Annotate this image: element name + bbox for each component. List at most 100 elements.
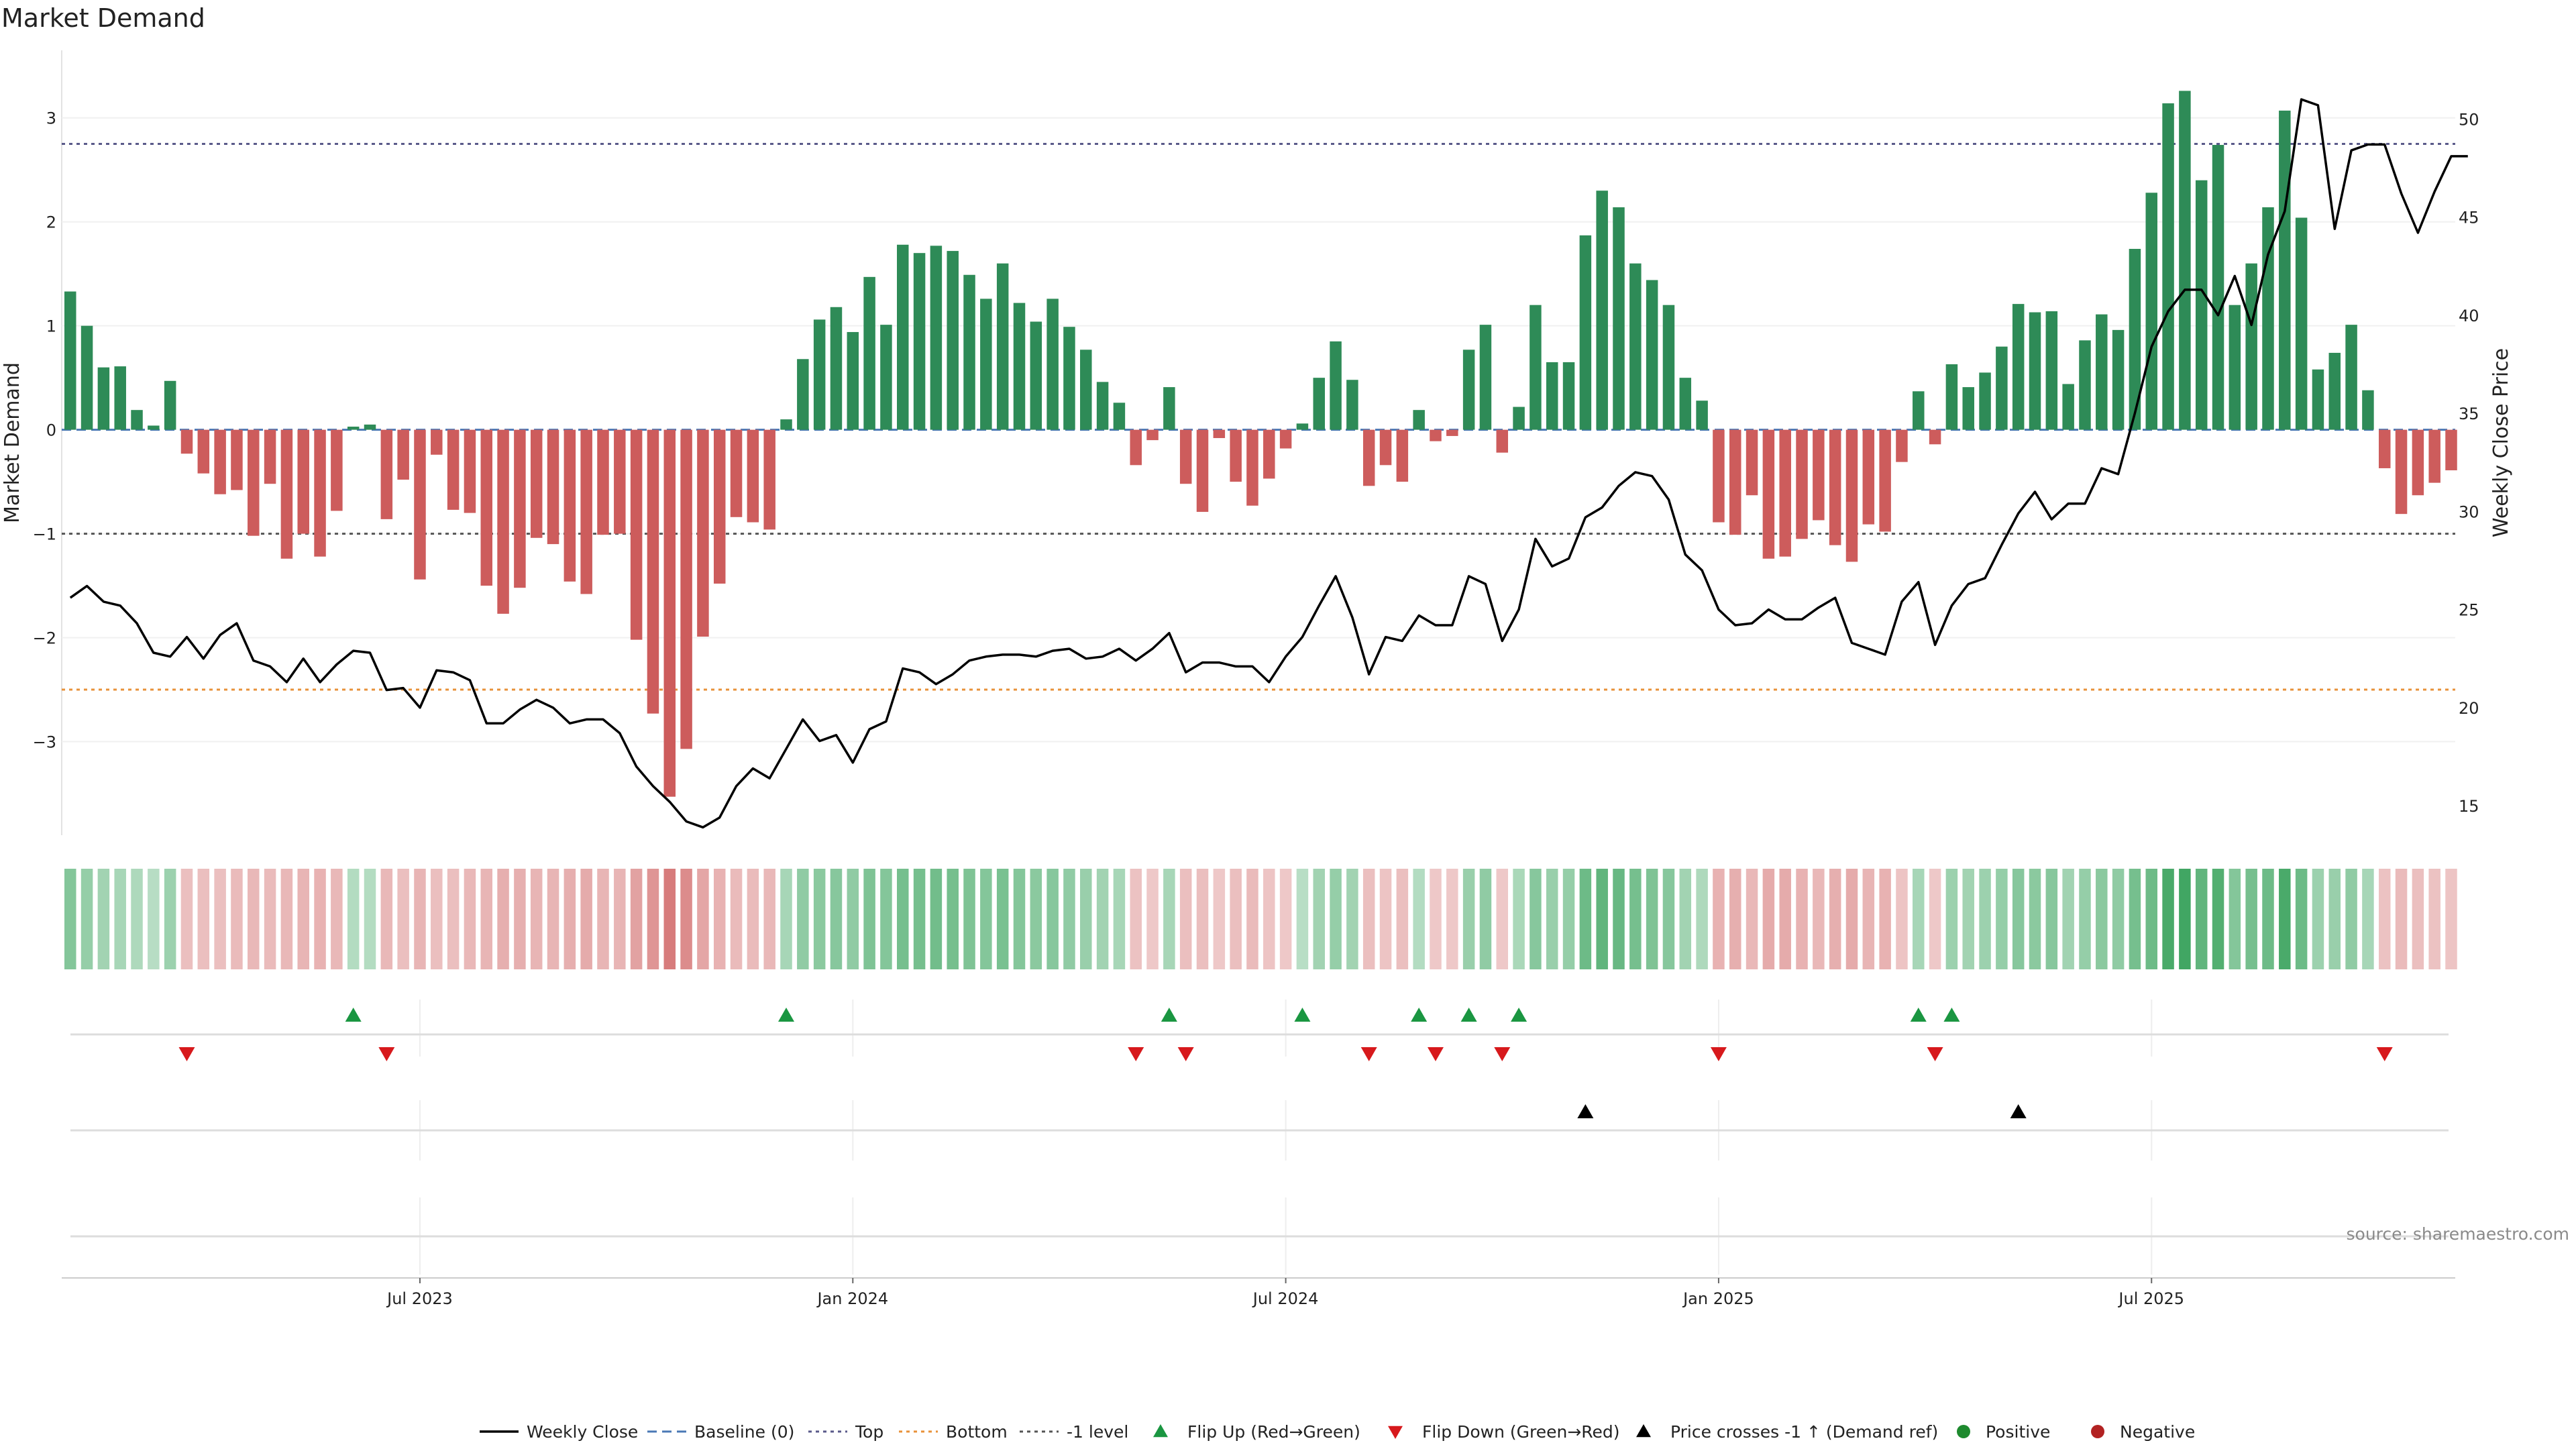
demand-bar (880, 325, 892, 430)
heat-cell (580, 869, 592, 969)
flip-markers (178, 1008, 2393, 1061)
price-line (69, 98, 2468, 829)
demand-bar (1962, 387, 1974, 430)
heat-cell (1896, 869, 1908, 969)
demand-bar (930, 246, 943, 430)
heat-cell (1996, 869, 2008, 969)
demand-bar (1896, 429, 1908, 462)
demand-bar (1346, 380, 1358, 430)
demand-bar (980, 299, 992, 430)
demand-bar (2245, 263, 2257, 430)
demand-bar (2179, 91, 2191, 430)
demand-bar (1063, 327, 1075, 430)
demand-bar (647, 429, 659, 714)
legend: Weekly Close Baseline (0) Top Bottom -1 leve… (480, 1422, 2195, 1442)
heat-cell (1945, 869, 1958, 969)
demand-bar (730, 429, 743, 517)
heat-cell (231, 869, 243, 969)
demand-bar (780, 419, 792, 430)
demand-bar (1879, 429, 1891, 532)
demand-bar (547, 429, 559, 545)
demand-bar (1813, 429, 1825, 521)
heat-cell (630, 869, 643, 969)
demand-bar (2428, 429, 2440, 483)
heat-cell (1762, 869, 1775, 969)
heat-cell (1046, 869, 1059, 969)
heat-cell (963, 869, 975, 969)
heat-cell (1479, 869, 1492, 969)
cross-markers (1577, 1104, 2027, 1118)
demand-bar (530, 429, 543, 538)
flip-up-marker (1294, 1008, 1311, 1022)
heat-cell (447, 869, 460, 969)
heat-cell (663, 869, 676, 969)
heat-cell (1596, 869, 1608, 969)
flip-down-marker (1360, 1047, 1377, 1061)
heat-cell (2195, 869, 2208, 969)
heat-cell (2378, 869, 2391, 969)
demand-bar (347, 426, 360, 430)
demand-bar (1230, 429, 1242, 482)
flip-down-marker (1494, 1047, 1511, 1061)
demand-bar (1862, 429, 1875, 525)
demand-bar (164, 380, 176, 430)
demand-bar (1179, 429, 1192, 484)
flip-up-marker (1460, 1008, 1477, 1022)
demand-bar (580, 429, 592, 594)
demand-bar (97, 367, 110, 430)
heat-cell (847, 869, 859, 969)
demand-bar (2345, 325, 2357, 430)
demand-bar (813, 319, 826, 430)
heat-cell (1879, 869, 1891, 969)
demand-bar (1096, 382, 1109, 430)
flip-up-marker (1943, 1008, 1960, 1022)
heat-cell (1430, 869, 1442, 969)
heat-cell (2145, 869, 2157, 969)
heat-cell (1446, 869, 1458, 969)
heat-cell (1246, 869, 1258, 969)
heat-cell (1413, 869, 1425, 969)
heat-cell (2362, 869, 2374, 969)
flip-down-marker (1927, 1047, 1943, 1061)
heat-cell (1013, 869, 1026, 969)
flip-up-marker (1910, 1008, 1927, 1022)
demand-bar (1546, 362, 1558, 430)
legend-label: Top (855, 1422, 883, 1442)
heat-cell (1513, 869, 1525, 969)
demand-bar (497, 429, 509, 614)
legend-swatch-flip-up (1153, 1424, 1168, 1438)
demand-bars (64, 91, 2457, 797)
demand-bar (1430, 429, 1442, 441)
heat-cell (1080, 869, 1092, 969)
demand-bar (1113, 402, 1126, 430)
heat-cell (880, 869, 892, 969)
heat-cell (1696, 869, 1708, 969)
demand-bar (2012, 304, 2025, 430)
y2-tick-label: 35 (2459, 405, 2479, 423)
demand-bar (630, 429, 643, 640)
demand-bar (1396, 429, 1409, 482)
demand-bar (2096, 314, 2108, 430)
demand-bar (80, 325, 93, 430)
heat-cell (1929, 869, 1941, 969)
y-tick-label: 1 (46, 317, 56, 336)
flip-down-marker (1427, 1047, 1444, 1061)
heat-cell (364, 869, 376, 969)
heat-cell (1379, 869, 1392, 969)
demand-bar (314, 429, 326, 557)
demand-bar (1696, 400, 1708, 430)
demand-bar (597, 429, 609, 535)
heat-cell (1396, 869, 1409, 969)
flip-up-marker (1161, 1008, 1177, 1022)
heat-cell (1713, 869, 1725, 969)
heat-cell (2328, 869, 2341, 969)
heat-cell (1529, 869, 1542, 969)
heat-cell (930, 869, 943, 969)
demand-bar (2145, 193, 2157, 430)
demand-bar (1513, 407, 1525, 430)
flip-up-marker (1511, 1008, 1527, 1022)
flip-down-marker (178, 1047, 195, 1061)
demand-bar (1263, 429, 1275, 479)
demand-bar (1496, 429, 1509, 453)
heat-cell (2212, 869, 2224, 969)
